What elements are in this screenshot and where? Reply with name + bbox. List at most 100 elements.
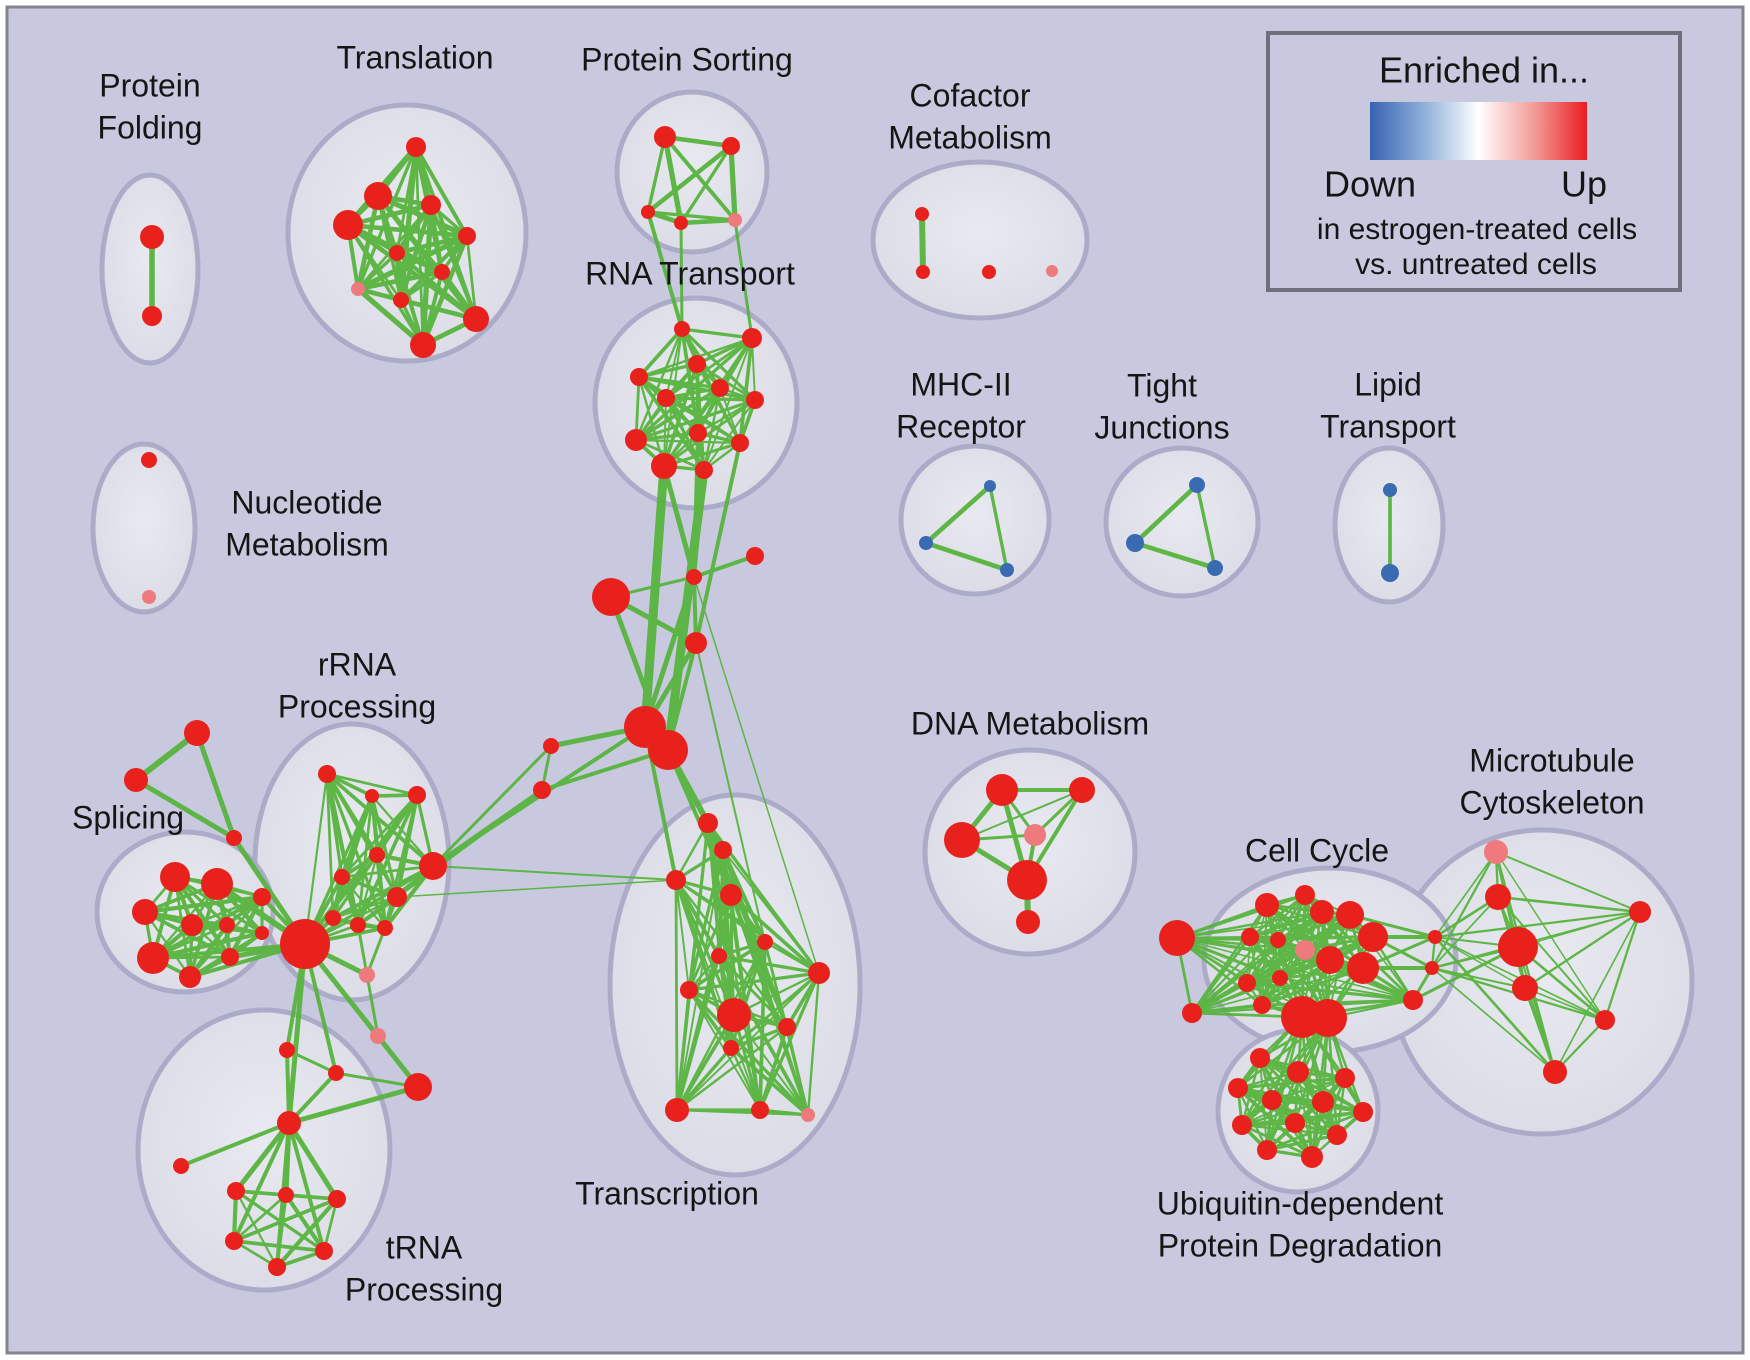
legend: Enriched in... Down Up in estrogen-treated … — [1266, 31, 1682, 292]
gene-set-node-central-hub — [686, 569, 702, 585]
edge — [662, 398, 757, 468]
cluster-label-ubiquitin-degradation: Ubiquitin-dependent — [1157, 1185, 1444, 1221]
gene-set-node-trna-ring — [328, 1190, 346, 1208]
gene-set-node-cell-cycle — [1238, 974, 1256, 992]
edge — [431, 744, 553, 868]
edge — [687, 971, 821, 992]
edge — [232, 1197, 339, 1243]
edge — [1431, 967, 1556, 1073]
cluster-ellipse-tight-junctions — [1103, 445, 1261, 599]
edge — [692, 468, 706, 579]
gene-set-node-protein-sorting — [722, 137, 740, 155]
gene-set-node-translation — [434, 264, 450, 280]
gene-set-node-translation — [458, 227, 476, 245]
cluster-label-tight-junctions: Junctions — [1094, 409, 1229, 445]
edge — [232, 1121, 291, 1243]
gene-set-node-central-hub — [533, 781, 551, 799]
nodes-layer — [124, 126, 1651, 1276]
edge — [324, 771, 361, 928]
gene-set-node-transcription — [723, 1040, 739, 1056]
edge — [227, 894, 265, 960]
gene-set-node-central-hub — [592, 578, 630, 616]
gene-set-node-central-hub — [648, 730, 688, 770]
cluster-label-protein-folding: Folding — [98, 109, 203, 145]
edge — [1265, 1016, 1330, 1152]
gene-set-node-ubiquitin-degradation — [1301, 1146, 1323, 1168]
edge — [678, 217, 738, 226]
gene-set-node-ubiquitin-degradation — [1285, 1113, 1305, 1133]
gene-set-node-cell-cycle — [1309, 999, 1347, 1037]
gene-set-node-cell-cycle — [1159, 920, 1195, 956]
edge — [722, 849, 820, 974]
edge — [1553, 1018, 1607, 1074]
edge — [355, 269, 445, 292]
cluster-label-splicing: Splicing — [72, 799, 184, 835]
edge — [733, 1014, 809, 1116]
gene-set-node-rna-transport — [695, 461, 713, 479]
gene-set-node-rna-transport — [651, 453, 677, 479]
gene-set-node-rrna-processing — [280, 919, 330, 969]
edge — [806, 971, 821, 1117]
gene-set-node-cofactor-metabolism — [915, 207, 929, 221]
cluster-label-nucleotide-metabolism: Nucleotide — [231, 484, 382, 520]
edge — [399, 270, 444, 302]
cluster-label-cofactor-metabolism: Cofactor — [910, 77, 1031, 113]
edge — [432, 865, 677, 881]
gene-set-node-protein-sorting — [654, 126, 676, 148]
edge — [286, 1084, 421, 1126]
edge — [694, 441, 742, 645]
edge — [1430, 850, 1498, 970]
edge — [634, 398, 757, 442]
edge — [679, 221, 684, 331]
legend-subtitle-line2: vs. untreated cells — [1355, 248, 1597, 281]
edge — [662, 134, 734, 149]
edge — [465, 234, 478, 321]
edge — [664, 336, 754, 400]
gene-set-node-trna-ring — [225, 1232, 243, 1250]
gene-set-node-transcription — [680, 981, 698, 999]
gene-set-node-mhc-ii-receptor — [919, 536, 933, 550]
edge — [1431, 896, 1499, 969]
edge — [1260, 966, 1365, 1007]
edge — [394, 250, 445, 275]
gene-set-node-cell-cycle — [1316, 946, 1344, 974]
cluster-label-mhc-ii-receptor: MHC-II — [910, 366, 1011, 402]
gene-set-node-translation — [406, 137, 426, 157]
edge — [637, 327, 684, 379]
gene-set-node-ubiquitin-degradation — [1335, 1068, 1355, 1088]
gene-set-node-cell-cycle — [1272, 970, 1288, 986]
cluster-label-dna-metabolism: DNA Metabolism — [911, 705, 1149, 741]
gene-set-node-rna-transport — [625, 429, 647, 451]
cluster-label-ubiquitin-degradation: Protein Degradation — [1158, 1227, 1443, 1263]
gene-set-node-ubiquitin-degradation — [1257, 1140, 1277, 1160]
edge — [675, 879, 761, 1111]
gene-set-node-rrna-processing — [318, 765, 336, 783]
gene-set-node-rrna-satellites — [279, 1042, 295, 1058]
edge — [340, 864, 435, 879]
edge — [1497, 896, 1606, 1021]
gene-set-node-protein-folding — [140, 225, 164, 249]
gene-set-node-rrna-satellites — [370, 1028, 386, 1044]
gene-set-node-translation — [351, 282, 365, 296]
gene-set-node-cell-cycle — [1182, 1003, 1202, 1023]
cluster-label-lipid-transport: Lipid — [1354, 366, 1422, 402]
edge — [540, 748, 670, 792]
edge — [150, 930, 265, 961]
edge — [1431, 967, 1526, 989]
edge — [675, 988, 691, 1112]
gene-set-node-rna-transport — [711, 379, 729, 397]
edge — [637, 375, 757, 402]
gene-set-node-transcription — [698, 813, 718, 833]
gene-set-node-rna-transport — [746, 391, 764, 409]
edge — [1293, 1110, 1365, 1125]
gene-set-node-splicing — [255, 926, 269, 940]
gene-set-node-splicing — [132, 899, 158, 925]
gene-set-node-dna-metabolism — [986, 774, 1018, 806]
edge — [664, 396, 742, 445]
gene-set-node-tight-junctions — [1126, 534, 1144, 552]
gene-set-node-protein-sorting — [728, 213, 742, 227]
cluster-label-rrna-processing: Processing — [278, 688, 436, 724]
edge — [232, 1193, 288, 1243]
edge — [179, 1121, 291, 1168]
edge — [662, 441, 742, 468]
